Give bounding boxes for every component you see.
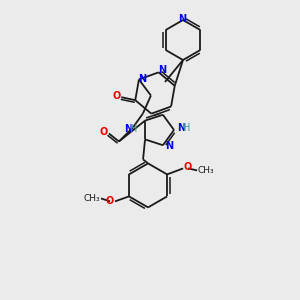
Text: N: N xyxy=(138,74,146,83)
Text: N: N xyxy=(178,14,186,24)
Text: O: O xyxy=(100,127,108,136)
Text: H: H xyxy=(130,124,138,134)
Text: O: O xyxy=(184,162,192,172)
Text: CH₃: CH₃ xyxy=(198,166,214,175)
Text: H: H xyxy=(183,123,191,133)
Text: N: N xyxy=(159,65,167,75)
Text: O: O xyxy=(112,91,120,101)
Text: CH₃: CH₃ xyxy=(84,194,100,203)
Text: O: O xyxy=(106,196,114,206)
Text: N: N xyxy=(124,124,132,134)
Text: N: N xyxy=(177,123,185,133)
Text: N: N xyxy=(165,141,173,151)
